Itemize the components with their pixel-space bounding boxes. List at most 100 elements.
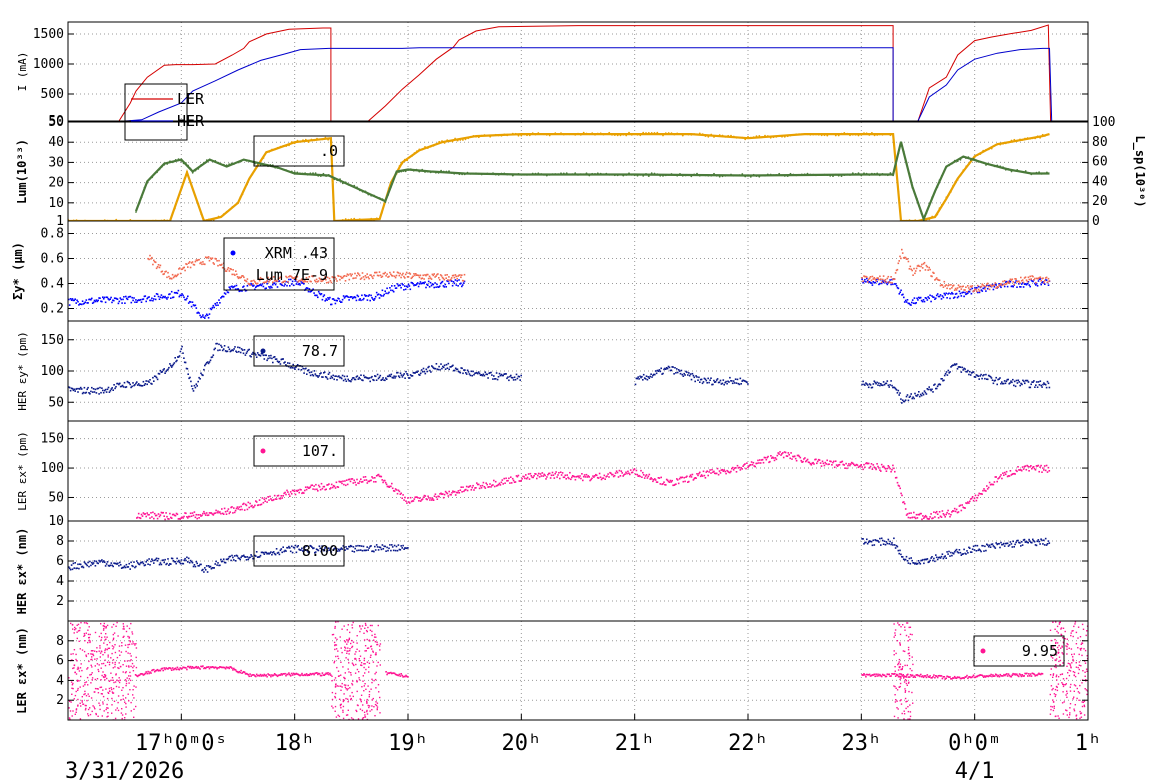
y2-axis-label: L_sp(10³⁰) — [1132, 135, 1147, 207]
point — [406, 675, 408, 678]
point — [786, 135, 789, 138]
point — [1039, 543, 1041, 545]
point — [523, 173, 526, 176]
point — [69, 568, 72, 571]
point — [378, 217, 381, 220]
point — [200, 213, 203, 216]
point — [279, 363, 282, 365]
point — [350, 545, 353, 548]
point — [204, 256, 207, 258]
point — [182, 666, 184, 669]
point — [205, 257, 208, 259]
point — [335, 547, 337, 550]
point — [952, 510, 954, 512]
point — [595, 474, 598, 477]
point — [1031, 280, 1033, 282]
point — [970, 551, 973, 553]
point — [696, 133, 698, 136]
point — [446, 367, 449, 369]
point — [732, 469, 735, 471]
point — [743, 464, 745, 466]
point — [709, 469, 711, 471]
point — [367, 193, 370, 196]
point — [866, 462, 868, 464]
point — [207, 362, 210, 365]
point — [331, 298, 334, 300]
point — [673, 373, 675, 375]
point — [1013, 673, 1015, 676]
point — [950, 551, 952, 554]
point — [970, 497, 973, 500]
point — [388, 672, 390, 675]
point — [907, 302, 910, 305]
point — [670, 481, 673, 483]
point — [194, 386, 197, 389]
point — [200, 261, 202, 264]
point — [1041, 471, 1043, 473]
point — [400, 276, 402, 279]
point — [726, 469, 728, 472]
point — [477, 371, 480, 373]
point — [170, 669, 173, 671]
point — [952, 293, 954, 295]
point — [270, 551, 272, 553]
point — [210, 512, 213, 514]
point — [232, 286, 234, 289]
point — [233, 668, 236, 671]
point — [616, 471, 619, 474]
point — [599, 132, 602, 135]
point — [887, 384, 890, 387]
point — [823, 173, 826, 176]
point — [1016, 286, 1018, 288]
point — [105, 708, 107, 711]
point — [518, 375, 521, 378]
point — [993, 284, 996, 287]
point — [118, 564, 120, 567]
point — [103, 622, 105, 625]
point — [872, 383, 875, 385]
point — [111, 688, 113, 691]
point — [701, 475, 704, 477]
point — [212, 262, 215, 264]
point — [163, 667, 165, 669]
point — [834, 173, 837, 176]
point — [688, 475, 691, 478]
point — [421, 277, 424, 279]
point — [231, 349, 233, 351]
point — [892, 386, 894, 389]
point — [611, 173, 613, 176]
point — [902, 674, 904, 676]
point — [214, 257, 216, 260]
point — [1043, 382, 1045, 384]
point — [271, 553, 273, 556]
point — [864, 466, 866, 469]
point — [203, 571, 205, 573]
point — [1005, 380, 1008, 383]
point — [650, 132, 653, 134]
point — [352, 277, 354, 280]
point — [156, 171, 158, 174]
point — [153, 512, 156, 515]
point — [718, 381, 721, 384]
point — [936, 213, 939, 216]
point — [543, 473, 545, 476]
point — [1029, 673, 1032, 675]
point — [374, 549, 377, 551]
y-tick-label: 0.8 — [41, 227, 64, 242]
point — [161, 512, 164, 514]
point — [865, 675, 867, 678]
point — [227, 666, 230, 669]
point — [304, 172, 306, 175]
point — [493, 375, 495, 377]
point — [300, 280, 302, 283]
point — [114, 387, 116, 390]
point — [871, 544, 874, 547]
point — [905, 675, 907, 678]
point — [94, 565, 97, 567]
point — [322, 376, 324, 378]
point — [319, 547, 322, 550]
point — [422, 367, 425, 370]
point — [721, 134, 724, 137]
point — [517, 375, 520, 378]
point — [187, 561, 189, 563]
